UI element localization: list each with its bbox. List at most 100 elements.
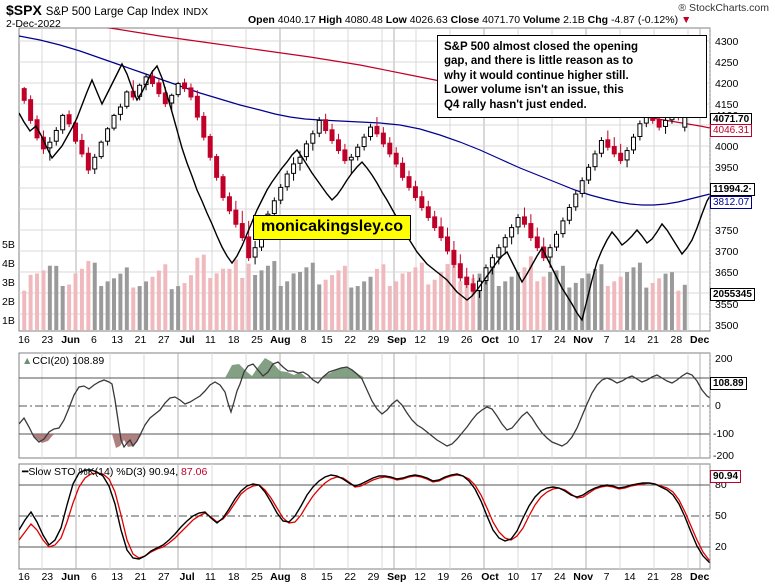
x-axis-tick-label: 21 (134, 334, 147, 346)
x-axis-tick-label: 24 (554, 571, 566, 583)
volume-bar (214, 273, 219, 330)
candle-body (85, 152, 91, 171)
volume-tick: 4B (2, 258, 15, 270)
volume-bar (637, 262, 642, 330)
volume-bar (131, 287, 136, 330)
low-value: 4026.63 (409, 14, 448, 26)
x-axis-tick-label: 7 (603, 334, 610, 346)
volume-bar (259, 270, 264, 330)
volume-bar (150, 276, 155, 330)
price-tick: 4300 (715, 36, 739, 48)
volume-bar (503, 281, 508, 330)
candle-body (393, 152, 399, 165)
volume-bar (355, 286, 360, 330)
volume-bar (368, 276, 373, 330)
volume-bar (285, 281, 290, 330)
cci-series (19, 358, 710, 449)
price-tick: 3950 (715, 162, 739, 174)
x-axis-tick-label: 23 (41, 334, 54, 346)
volume-bar (541, 276, 546, 330)
candle-body (214, 156, 220, 178)
price-flag-ndx: 11994.2· (710, 183, 755, 196)
candle-body (374, 125, 380, 135)
candle-body (335, 139, 341, 152)
volume-bar (342, 265, 347, 330)
x-axis-tick-label: Jul (179, 334, 195, 346)
candle-body (618, 152, 624, 162)
volume-bar (156, 270, 161, 330)
candle-body (387, 142, 393, 155)
volume-bar (54, 265, 59, 330)
close-label: Close (450, 14, 480, 26)
volume-bar (580, 278, 585, 330)
sto-series (19, 469, 710, 563)
x-axis-tick-label: 24 (554, 334, 566, 346)
volume-bar (663, 273, 668, 330)
annotation-line: gap, and there is little reason as to (444, 55, 634, 68)
candle-body (47, 141, 53, 149)
volume-bar (86, 260, 91, 330)
candle-body (489, 257, 495, 268)
x-axis-tick-label: 28 (670, 571, 683, 583)
candle-body (194, 95, 200, 118)
volume-label: Volume (523, 14, 561, 26)
x-axis-tick-label: 25 (251, 571, 263, 583)
volume-bar (99, 286, 104, 330)
candle-body (310, 133, 316, 144)
sto-legend-d-value: 87.06 (181, 466, 208, 478)
candle-body (66, 114, 72, 125)
x-axis-tick-label: 11 (204, 571, 216, 583)
volume-bar (496, 285, 501, 330)
volume-bar (439, 271, 444, 330)
annotation-line: S&P 500 almost closed the opening (444, 41, 639, 53)
x-axis-tick-label: Jun (61, 334, 80, 346)
sto-tick: 50 (715, 510, 727, 522)
close-value: 4071.70 (482, 14, 521, 26)
x-axis-tick-label: 18 (227, 571, 240, 583)
volume-bar (381, 264, 386, 330)
volume-bar (272, 261, 277, 330)
candle-body (105, 128, 111, 142)
volume-bar (426, 284, 431, 330)
volume-bar (464, 282, 469, 330)
x-axis-tick-label: 16 (18, 334, 30, 346)
x-axis-tick-label: 21 (647, 571, 659, 583)
volume-bar (28, 274, 33, 330)
volume-bar (22, 290, 27, 330)
volume-bar (432, 279, 437, 330)
volume-bar (253, 275, 258, 330)
x-axis-tick-label: 15 (321, 571, 333, 583)
cci-tick: 0 (715, 400, 721, 412)
cci-positive-fill (225, 358, 307, 378)
volume-bar (336, 270, 341, 330)
volume-bar (79, 268, 84, 330)
candle-body (169, 94, 175, 104)
x-axis-tick-label: 12 (414, 334, 426, 346)
volume-bar (400, 273, 405, 330)
volume-bar (221, 268, 226, 330)
volume-bar (374, 268, 379, 330)
volume-bar (625, 272, 630, 330)
candle-body (278, 186, 284, 201)
candle-body (149, 75, 155, 85)
candle-body (598, 140, 604, 154)
volume-bar (298, 272, 302, 330)
volume-bar (317, 284, 322, 330)
sto-tick: 80 (715, 479, 727, 491)
candle-body (470, 283, 476, 292)
x-axis-tick-label: 29 (367, 571, 380, 583)
candle-body (111, 114, 117, 129)
price-tick: 4250 (715, 57, 739, 69)
candle-body (182, 82, 188, 90)
volume-bar (60, 285, 65, 330)
candle-body (226, 196, 232, 212)
candle-body (592, 153, 598, 168)
quote-date: 2-Dec-2022 (6, 18, 61, 30)
x-axis-tick-label: 13 (111, 334, 124, 346)
candle-body (220, 176, 226, 198)
volume-value: 2.1B (563, 14, 585, 26)
x-axis-tick-label: 6 (90, 571, 97, 583)
volume-bar (195, 257, 200, 330)
volume-bar (227, 268, 232, 330)
volume-bar (419, 262, 424, 330)
